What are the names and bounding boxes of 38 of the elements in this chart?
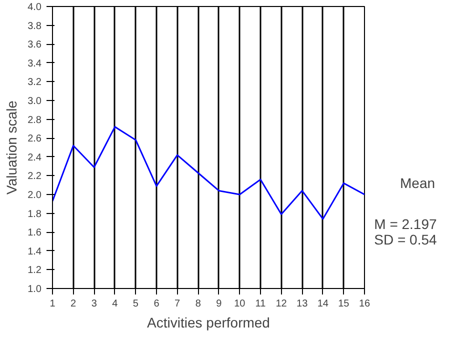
y-tick-label: 1.2 [28, 265, 42, 276]
y-tick-label: 1.6 [28, 228, 42, 239]
x-tick-label: 15 [338, 298, 350, 310]
x-tick-label: 5 [132, 298, 139, 310]
text: M = 2.197 [374, 216, 438, 232]
x-tick-label: 2 [70, 298, 77, 310]
y-tick-label: 2.6 [28, 134, 42, 145]
x-tick-label: 10 [234, 298, 246, 310]
y-tick-label: 3.4 [28, 58, 42, 70]
x-tick-label: 12 [276, 298, 288, 310]
text: Mean [400, 175, 436, 191]
x-tick-label: 4 [112, 298, 118, 310]
text: SD = 0.54 [374, 232, 438, 248]
x-axis-title: Activities performed [147, 314, 270, 330]
y-tick-label: 4.0 [28, 2, 42, 13]
y-tick-label: 2.2 [28, 171, 42, 182]
x-tick-label: 13 [296, 298, 308, 310]
y-tick-label: 3.2 [28, 77, 42, 88]
x-tick-label: 16 [358, 298, 370, 310]
x-tick-label: 8 [195, 298, 202, 310]
y-tick-label: 1.4 [28, 246, 42, 258]
x-tick-label: 14 [317, 298, 329, 310]
line-series [52, 126, 364, 220]
y-tick-label: 2.0 [28, 190, 42, 201]
y-tick-label: 1.0 [28, 284, 42, 295]
y-tick-label: 1.8 [28, 208, 42, 220]
y-tick-label: 3.0 [28, 96, 42, 107]
y-tick-label: 3.8 [28, 20, 42, 32]
x-tick-label: 6 [154, 298, 160, 310]
x-tick-label: 9 [216, 298, 222, 310]
y-tick-label: 2.4 [28, 152, 42, 164]
x-tick-label: 1 [50, 298, 56, 310]
x-tick-label: 3 [91, 298, 98, 310]
x-tick-label: 11 [255, 298, 266, 310]
x-tick-label: 7 [174, 298, 181, 310]
y-axis-title: Valuation scale [4, 100, 20, 194]
y-tick-label: 2.8 [28, 114, 42, 126]
y-tick-label: 3.6 [28, 40, 42, 51]
